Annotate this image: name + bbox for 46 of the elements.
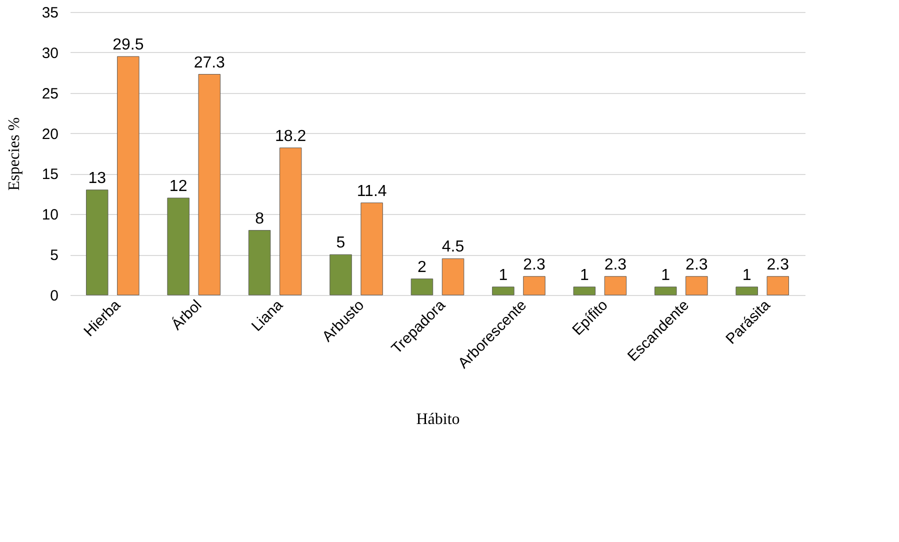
bar — [248, 230, 271, 296]
bar — [573, 286, 596, 296]
y-tick-label: 5 — [50, 247, 58, 264]
y-tick-label: 10 — [42, 206, 58, 224]
data-label: 11.4 — [356, 182, 387, 200]
bar — [523, 276, 546, 296]
bar — [86, 190, 108, 296]
bar — [654, 286, 677, 296]
bar — [117, 56, 140, 296]
data-label: 18.2 — [275, 128, 306, 145]
y-tick-label: 20 — [42, 126, 58, 143]
y-tick-label: 30 — [42, 44, 58, 62]
data-label: 2.3 — [523, 256, 546, 274]
y-tick-label: 25 — [42, 85, 58, 102]
y-tick-label: 35 — [42, 4, 58, 22]
data-label: 2.3 — [686, 256, 708, 274]
y-axis-title: Especies % — [6, 117, 23, 191]
data-label: 12 — [169, 178, 188, 195]
data-label: 2.3 — [766, 256, 790, 274]
bar — [330, 254, 352, 296]
data-label: 4.5 — [442, 238, 464, 256]
bar — [686, 276, 708, 296]
y-tick-label: 15 — [42, 166, 58, 184]
y-tick-label: 0 — [50, 288, 58, 304]
bar — [279, 148, 302, 296]
data-label: 13 — [88, 170, 106, 187]
data-label: 2 — [418, 258, 427, 276]
bar — [442, 258, 464, 296]
data-label: 1 — [661, 266, 670, 284]
bar — [766, 276, 790, 296]
bar — [736, 286, 758, 296]
x-axis-title: Hábito — [416, 411, 460, 428]
data-label: 8 — [255, 210, 264, 228]
bar — [604, 276, 627, 296]
data-label: 1 — [580, 266, 589, 284]
bar — [198, 74, 220, 296]
bar — [492, 286, 514, 296]
data-label: 27.3 — [194, 54, 226, 72]
bar — [167, 198, 190, 296]
data-label: 1 — [742, 266, 752, 284]
data-label: 1 — [498, 266, 508, 284]
data-label: 5 — [336, 234, 346, 252]
data-label: 29.5 — [112, 36, 144, 54]
data-label: 2.3 — [604, 256, 627, 274]
bar — [360, 202, 383, 296]
bar — [410, 278, 434, 296]
